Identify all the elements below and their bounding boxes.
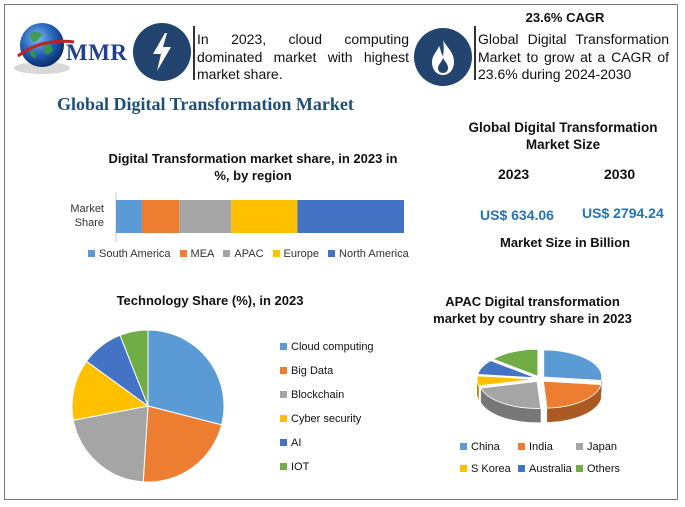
legend-item-japan: Japan (576, 441, 634, 463)
pie-slice-others (492, 348, 539, 377)
legend-label: South America (99, 248, 171, 260)
technology-pie-chart (71, 329, 225, 483)
divider-line (193, 26, 195, 80)
legend-label: S Korea (471, 463, 511, 475)
pie-slice-cloud-computing (147, 329, 225, 426)
pie-slice-japan (480, 380, 542, 409)
legend-item-mea: MEA (179, 248, 215, 260)
technology-chart-title: Technology Share (%), in 2023 (116, 293, 304, 308)
pie-side-japan (480, 388, 541, 423)
cagr-title: 23.6% CAGR (525, 10, 605, 25)
legend-swatch (576, 443, 583, 450)
legend-item-ai: AI (280, 437, 374, 461)
legend-swatch (280, 343, 287, 350)
pie-slice-iot (119, 329, 149, 407)
legend-item-north-america: North America (328, 248, 409, 260)
category-label: Market Share (70, 203, 104, 229)
pie-slice-china (543, 349, 603, 381)
legend-item-europe: Europe (272, 248, 320, 260)
legend-swatch (328, 250, 336, 257)
legend-swatch (223, 250, 231, 257)
legend-swatch (179, 250, 187, 257)
legend-swatch (518, 443, 525, 450)
mmr-logo (14, 23, 75, 74)
pie-side-s-korea (477, 379, 479, 400)
legend-item-s-korea: S Korea (460, 463, 518, 485)
apac-chart-title: APAC Digital transformation market by co… (433, 294, 632, 326)
region-bar-chart: Market Share (70, 192, 404, 242)
legend-swatch (518, 465, 525, 472)
legend-item-cyber-security: Cyber security (280, 413, 374, 437)
legend-item-big-data: Big Data (280, 365, 374, 389)
pie-slice-s-korea (476, 375, 536, 387)
legend-label: Japan (587, 441, 617, 453)
legend-label: India (529, 441, 553, 453)
bar-segment-europe (231, 200, 298, 233)
market-value-2023: US$ 634.06 (480, 207, 554, 223)
legend-label: Others (587, 463, 621, 475)
apac-pie-chart (476, 348, 603, 423)
legend-item-blockchain: Blockchain (280, 389, 374, 413)
legend-item-china: China (460, 441, 518, 463)
intro-text: In 2023, cloud computing dominated marke… (197, 31, 409, 82)
logo-text: MMR (66, 40, 128, 65)
bar-segment-apac (179, 200, 232, 233)
infographic-frame (4, 4, 678, 500)
pie-slice-australia (477, 360, 536, 379)
year-2023-label: 2023 (498, 166, 530, 182)
market-size-unit: Market Size in Billion (499, 235, 631, 250)
cagr-text: Global Digital Transformation Market to … (478, 31, 669, 82)
legend-label: China (471, 441, 500, 453)
legend-swatch (280, 391, 287, 398)
legend-swatch (576, 465, 583, 472)
legend-label: Europe (283, 248, 320, 260)
legend-item-others: Others (576, 463, 634, 485)
pie-side-india (547, 384, 601, 423)
region-legend: South America MEA APAC Europe North America (88, 248, 418, 260)
legend-swatch (88, 250, 95, 257)
legend-item-india: India (518, 441, 576, 463)
legend-label: AI (291, 437, 302, 449)
legend-label: Cloud computing (291, 341, 374, 353)
market-value-2030: US$ 2794.24 (582, 205, 664, 221)
main-title: Global Digital Transformation Market (57, 94, 354, 114)
flame-icon (414, 28, 472, 86)
technology-legend: Cloud computing Big Data Blockchain Cyber s… (280, 341, 374, 485)
pie-slice-big-data (142, 405, 223, 483)
legend-item-south-america: South America (88, 248, 171, 260)
legend-swatch (280, 415, 287, 422)
legend-label: Australia (529, 463, 572, 475)
legend-item-australia: Australia (518, 463, 576, 485)
pie-slice-cyber-security (71, 360, 150, 421)
legend-label: Cyber security (291, 413, 362, 425)
legend-item-cloud-computing: Cloud computing (280, 341, 374, 365)
legend-label: APAC (234, 248, 264, 260)
region-chart-title: Digital Transformation market share, in … (108, 151, 398, 183)
market-size-title: Global Digital Transformation Market Siz… (468, 120, 658, 152)
legend-swatch (272, 250, 280, 257)
legend-swatch (460, 465, 467, 472)
legend-swatch (280, 367, 287, 374)
bar-segment-mea (141, 200, 180, 233)
bar-segment-south-america (116, 200, 142, 233)
legend-label: Blockchain (291, 389, 345, 401)
legend-item-iot: IOT (280, 461, 374, 485)
legend-label: MEA (190, 248, 215, 260)
apac-legend: China India Japan S Korea Australia Others (460, 441, 640, 485)
pie-slice-blockchain (72, 405, 149, 483)
bar-segment-north-america (297, 200, 404, 233)
lightning-icon (133, 23, 191, 81)
divider-line (474, 26, 476, 80)
legend-label: IOT (291, 461, 310, 473)
legend-swatch (460, 443, 467, 450)
legend-swatch (280, 463, 287, 470)
year-2030-label: 2030 (604, 166, 636, 182)
legend-label: Big Data (291, 365, 334, 377)
pie-slice-india (542, 380, 602, 409)
legend-item-apac: APAC (223, 248, 264, 260)
legend-swatch (280, 439, 287, 446)
legend-label: North America (339, 248, 409, 260)
